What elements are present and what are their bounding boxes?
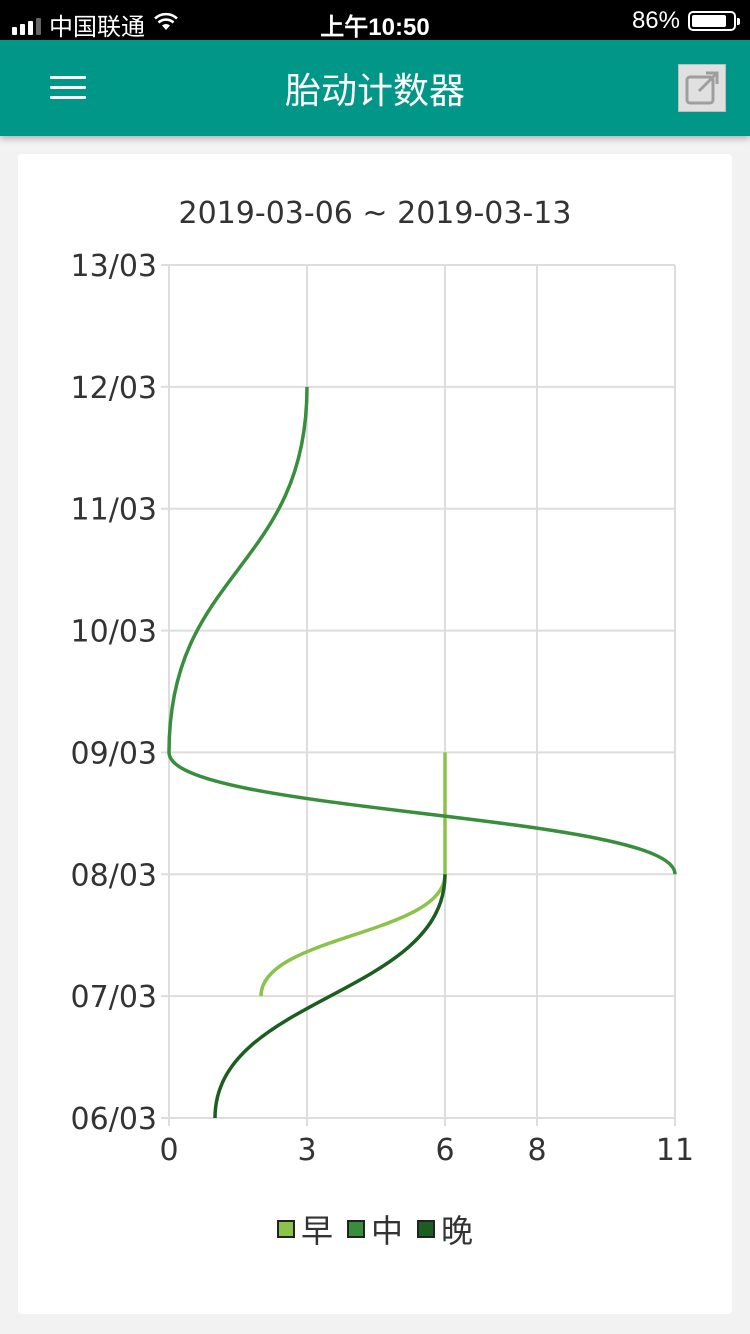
x-tick-label: 0 [159,1133,178,1168]
chart-title: 2019-03-06 ~ 2019-03-13 [178,196,572,231]
chart-card [18,154,732,1314]
signal-icon [12,15,41,35]
app-title: 胎动计数器 [284,71,465,112]
x-tick-label: 6 [435,1133,454,1168]
y-tick-label: 07/03 [71,980,157,1015]
series-line-中 [167,386,677,875]
chart-legend: 早中晚 [0,1206,750,1252]
battery-level [692,15,726,27]
y-tick-label: 11/03 [71,493,157,528]
legend-label: 中 [370,1212,403,1250]
status-right: 86% [631,7,740,35]
y-tick-label: 09/03 [71,736,157,771]
carrier-name: 中国联通 [49,14,145,41]
status-bar: 中国联通 上午10:50 86% [0,0,750,42]
share-external-icon[interactable] [678,64,726,112]
legend-swatch [417,1220,435,1238]
legend-item[interactable]: 晚 [417,1206,473,1252]
x-tick-label: 3 [297,1133,316,1168]
y-tick-label: 10/03 [71,615,157,650]
battery-icon [688,11,740,31]
x-tick-label: 11 [656,1133,694,1168]
series-line-晚 [213,874,447,1119]
y-tick-label: 08/03 [71,858,157,893]
legend-label: 早 [300,1212,333,1250]
legend-label: 晚 [441,1212,474,1250]
legend-swatch [346,1220,365,1238]
battery-percent: 86% [631,7,680,34]
legend-item[interactable]: 中 [346,1206,403,1252]
y-tick-label: 06/03 [71,1102,157,1137]
legend-swatch [276,1220,295,1238]
hamburger-menu-icon[interactable] [50,76,86,102]
x-tick-label: 8 [527,1133,546,1168]
wifi-icon [153,11,179,39]
status-left: 中国联通 [12,7,179,42]
legend-item[interactable]: 早 [276,1206,333,1252]
app-bar: 胎动计数器 [0,40,750,136]
series-line-早 [259,752,447,997]
status-time: 上午10:50 [320,14,430,41]
y-tick-label: 13/03 [71,249,157,284]
y-tick-label: 12/03 [71,371,157,406]
